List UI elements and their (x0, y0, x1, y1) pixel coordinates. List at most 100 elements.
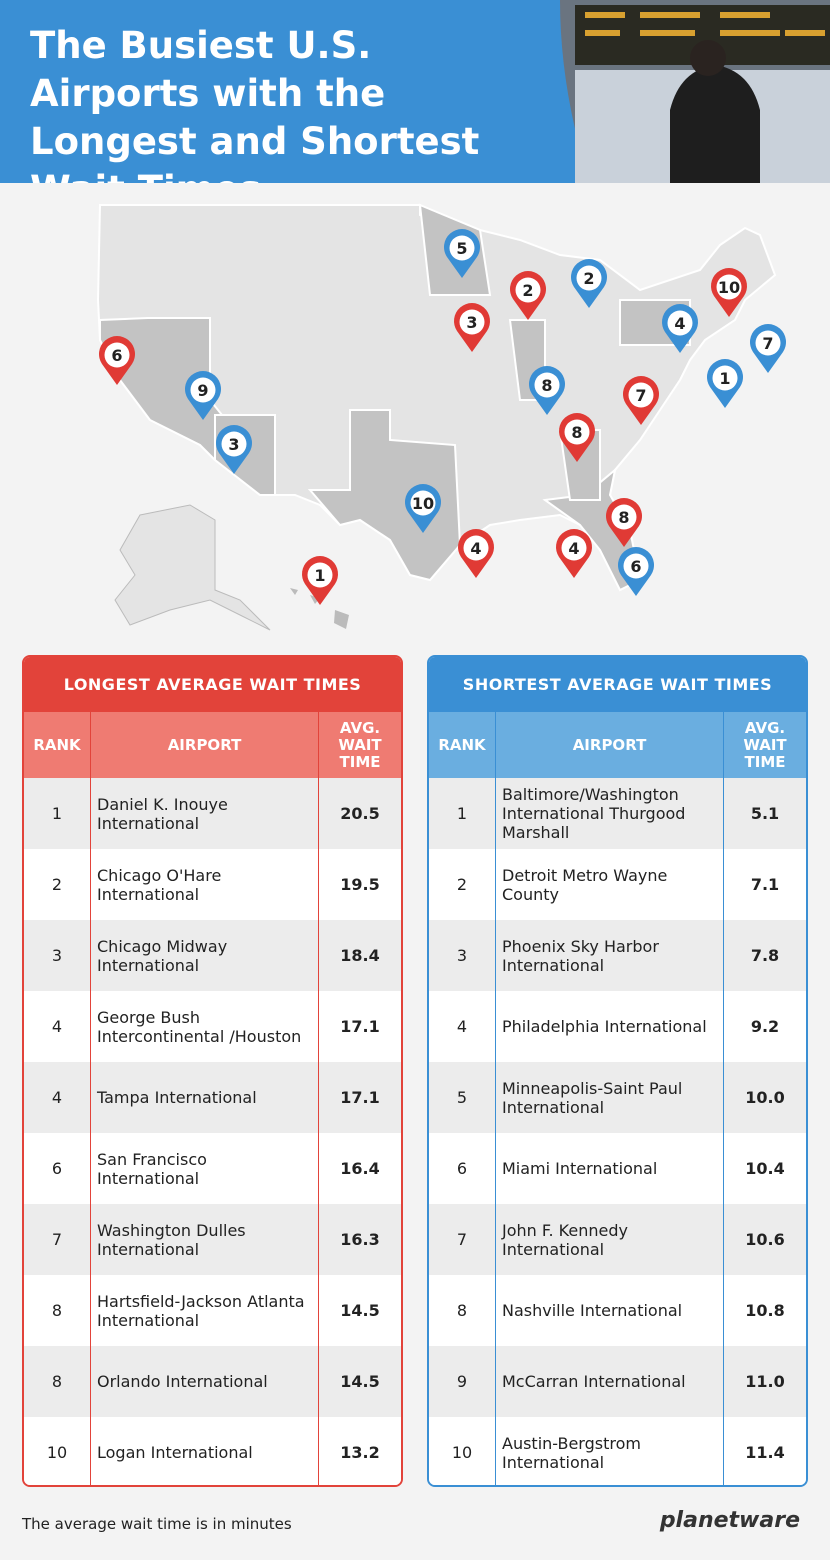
pin-label: 4 (568, 539, 579, 558)
table-row: 4 Philadelphia International 9.2 (429, 991, 806, 1062)
hawaii (290, 588, 349, 629)
header-cell: AIRPORT (90, 712, 318, 778)
cell: 20.5 (318, 778, 401, 849)
cell: 10 (46, 1443, 68, 1462)
cell: 9.2 (723, 991, 806, 1062)
cell: 4 (51, 1017, 63, 1036)
cell: San Francisco International (90, 1133, 318, 1204)
pin-center (104, 342, 130, 368)
pin-center (190, 377, 216, 403)
cell: Tampa International (90, 1062, 318, 1133)
shortest-table: SHORTEST AVERAGE WAIT TIMES RANK AIRPORT AV… (427, 655, 808, 1487)
cell: 10 (451, 1443, 473, 1462)
pin-center (716, 274, 742, 300)
cell: Detroit Metro Wayne County (495, 849, 723, 920)
pin-center (515, 277, 541, 303)
pin-label: 1 (314, 566, 325, 585)
cell: 10.8 (723, 1275, 806, 1346)
cell: 2 (51, 875, 63, 894)
table-row: 6 Miami International 10.4 (429, 1133, 806, 1204)
cell: McCarran International (495, 1346, 723, 1417)
cell: John F. Kennedy International (495, 1204, 723, 1275)
pin-center (611, 504, 637, 530)
cell: 8 (51, 1372, 63, 1391)
pin-label: 2 (583, 269, 594, 288)
table-row: 6 San Francisco International 16.4 (24, 1133, 401, 1204)
cell: Hartsfield-Jackson Atlanta International (90, 1275, 318, 1346)
pin-center (463, 535, 489, 561)
pin-label: 2 (522, 281, 533, 300)
table-row: 2 Chicago O'Hare International 19.5 (24, 849, 401, 920)
cell: 3 (51, 946, 63, 965)
cell: Austin-Bergstrom International (495, 1417, 723, 1485)
pin-center (410, 490, 436, 516)
table-row: 3 Phoenix Sky Harbor International 7.8 (429, 920, 806, 991)
pin-label: 10 (412, 494, 434, 513)
table-row: 7 John F. Kennedy International 10.6 (429, 1204, 806, 1275)
pin-center (755, 330, 781, 356)
header-row: RANK AIRPORT AVG. WAIT TIME (24, 712, 401, 778)
header-photo (560, 0, 830, 183)
cell: Chicago Midway International (90, 920, 318, 991)
cell: 9 (456, 1372, 468, 1391)
cell: Minneapolis-Saint Paul International (495, 1062, 723, 1133)
pin-label: 9 (197, 381, 208, 400)
pin-label: 7 (635, 386, 646, 405)
pin-center (576, 265, 602, 291)
table-row: 8 Hartsfield-Jackson Atlanta Internationa… (24, 1275, 401, 1346)
cell: 10.4 (723, 1133, 806, 1204)
cell: 8 (456, 1301, 468, 1320)
cell: 7 (456, 1230, 468, 1249)
table-row: 2 Detroit Metro Wayne County 7.1 (429, 849, 806, 920)
table-row: 10 Austin-Bergstrom International 11.4 (429, 1417, 806, 1485)
cell: Chicago O'Hare International (90, 849, 318, 920)
table-row: 4 George Bush Intercontinental /Houston 17… (24, 991, 401, 1062)
cell: 11.0 (723, 1346, 806, 1417)
table-row: 4 Tampa International 17.1 (24, 1062, 401, 1133)
cell: George Bush Intercontinental /Houston (90, 991, 318, 1062)
cell: Philadelphia International (495, 991, 723, 1062)
pin-center (628, 382, 654, 408)
cell: 2 (456, 875, 468, 894)
cell: 7.1 (723, 849, 806, 920)
pin-center (459, 309, 485, 335)
cell: 1 (456, 804, 468, 823)
table-row: 8 Orlando International 14.5 (24, 1346, 401, 1417)
table-row: 10 Logan International 13.2 (24, 1417, 401, 1485)
header-cell: AIRPORT (495, 712, 723, 778)
table-row: 8 Nashville International 10.8 (429, 1275, 806, 1346)
pin-center (561, 535, 587, 561)
table-row: 3 Chicago Midway International 18.4 (24, 920, 401, 991)
cell: 5 (456, 1088, 468, 1107)
pin-label: 4 (470, 539, 481, 558)
cell: 4 (51, 1088, 63, 1107)
cell: 5.1 (723, 778, 806, 849)
pin-center (712, 365, 738, 391)
header-cell: RANK (33, 735, 81, 754)
pin-center (221, 431, 247, 457)
cell: 7 (51, 1230, 63, 1249)
pin-center (534, 372, 560, 398)
pin-label: 10 (718, 278, 740, 297)
table-title: SHORTEST AVERAGE WAIT TIMES (429, 657, 806, 712)
cell: 8 (51, 1301, 63, 1320)
table-row: 7 Washington Dulles International 16.3 (24, 1204, 401, 1275)
pin-label: 4 (674, 314, 685, 333)
cell: Orlando International (90, 1346, 318, 1417)
pin-center (449, 235, 475, 261)
cell: 14.5 (318, 1275, 401, 1346)
cell: Phoenix Sky Harbor International (495, 920, 723, 991)
cell: 7.8 (723, 920, 806, 991)
cell: Washington Dulles International (90, 1204, 318, 1275)
cell: 3 (456, 946, 468, 965)
pin-label: 3 (228, 435, 239, 454)
header-cell: RANK (438, 735, 486, 754)
pin-center (564, 419, 590, 445)
pin-label: 6 (111, 346, 122, 365)
cell: 16.4 (318, 1133, 401, 1204)
table-row: 9 McCarran International 11.0 (429, 1346, 806, 1417)
table-title: LONGEST AVERAGE WAIT TIMES (24, 657, 401, 712)
cell: 18.4 (318, 920, 401, 991)
cell: 4 (456, 1017, 468, 1036)
pin-label: 7 (762, 334, 773, 353)
